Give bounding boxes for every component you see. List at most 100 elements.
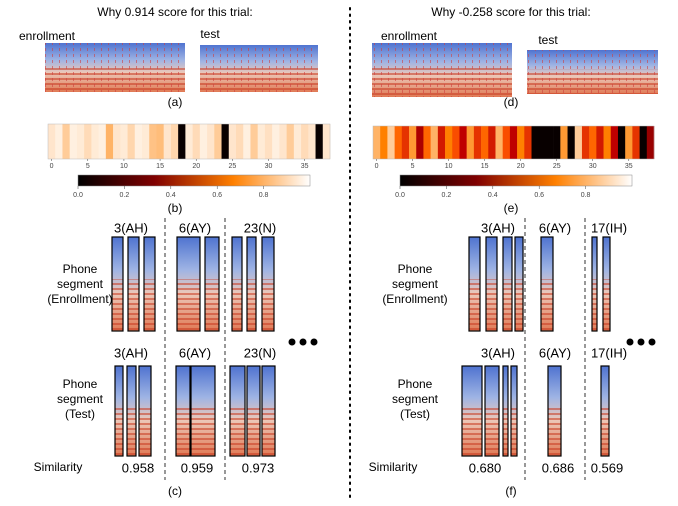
similarity-cell [62, 124, 70, 159]
similarity-value: 0.958 [122, 460, 155, 475]
similarity-cell [301, 124, 309, 159]
test-segment-harmonics [247, 406, 260, 456]
enrollment-segment-harmonics [486, 279, 497, 331]
similarity-cell [502, 126, 511, 159]
similarity-cell [214, 124, 222, 159]
test-segment-harmonics [548, 406, 561, 456]
caption: (c) [168, 484, 182, 498]
phone-label: 6(AY) [539, 345, 571, 360]
colorbar-tick-label: 0.0 [395, 192, 405, 199]
segment-frame [602, 236, 611, 332]
similarity-cell [286, 124, 295, 159]
tick-label: 0 [375, 163, 379, 170]
tick-label: 10 [120, 163, 128, 170]
segment-frame [246, 365, 261, 457]
segment-frame [126, 365, 137, 457]
similarity-cell [488, 126, 496, 159]
similarity-cell [76, 124, 85, 159]
segment-frame [231, 236, 243, 332]
enrollment-segment-harmonics [232, 279, 242, 331]
ellipsis-dot [288, 338, 296, 346]
similarity-value: 0.973 [242, 460, 275, 475]
caption: (d) [504, 95, 519, 109]
similarity-cell [207, 124, 215, 159]
tick-label: 5 [86, 163, 90, 170]
enrollment-segment-harmonics [177, 279, 200, 331]
phone-label: 23(N) [244, 220, 277, 235]
similarity-cell [610, 126, 619, 159]
phone-label: 3(AH) [114, 220, 148, 235]
row-label: Similarity [34, 460, 83, 474]
segment-frame [591, 236, 598, 332]
colorbar-tick-label: 0.8 [259, 192, 269, 199]
similarity-value: 0.959 [181, 460, 214, 475]
similarity-cell [625, 126, 633, 159]
test-segment-harmonics [176, 406, 190, 456]
enrollment-segment-harmonics [247, 279, 256, 331]
similarity-cell [509, 126, 518, 159]
similarity-cell [574, 126, 583, 159]
enrollment-segment-harmonics [603, 279, 610, 331]
similarity-cell [243, 124, 251, 159]
phone-label: 6(AY) [179, 345, 211, 360]
test-segment-harmonics [511, 406, 517, 456]
caption: (e) [504, 201, 519, 215]
similarity-cell [55, 124, 63, 159]
enrollment-segment-harmonics [205, 279, 219, 331]
phone-label: 17(IH) [591, 220, 627, 235]
segment-frame [261, 236, 275, 332]
similarity-cell [156, 124, 164, 159]
test-segment-harmonics [485, 406, 499, 456]
similarity-cell [639, 126, 648, 159]
enrollment-label: enrollment [19, 29, 76, 43]
segment-frame [175, 365, 191, 457]
strip-frame [372, 125, 655, 160]
segment-frame [176, 236, 201, 332]
tick-label: 15 [481, 163, 489, 170]
segment-frame [485, 236, 498, 332]
similarity-cell [437, 126, 446, 159]
tick-label: 0 [50, 163, 54, 170]
similarity-cell [134, 124, 143, 159]
ellipsis-dot [626, 338, 634, 346]
segment-frame [484, 365, 500, 457]
enrollment-label: enrollment [381, 29, 438, 43]
phone-label: 6(AY) [179, 220, 211, 235]
colorbar-tick-label: 0.0 [73, 192, 83, 199]
colorbar [399, 174, 633, 187]
enrollment-segment-harmonics [128, 279, 139, 331]
segment-frame [510, 365, 518, 457]
similarity-value: 0.569 [591, 460, 624, 475]
similarity-cell [105, 124, 114, 159]
panel-title: Why -0.258 score for this trial: [431, 5, 590, 19]
tick-label: 30 [265, 163, 273, 170]
tick-label: 20 [192, 163, 200, 170]
segment-frame [547, 365, 562, 457]
enrollment-segment-harmonics [503, 279, 512, 331]
similarity-cell [293, 124, 302, 159]
test-segment-harmonics [115, 406, 123, 456]
similarity-cell [113, 124, 121, 159]
similarity-cell [199, 124, 208, 159]
similarity-cell [495, 126, 503, 159]
row-label: Phone [398, 262, 433, 276]
similarity-cell [257, 124, 266, 159]
segment-frame [261, 365, 276, 457]
similarity-cell [466, 126, 475, 159]
similarity-cell [264, 124, 273, 159]
segment-frame [204, 236, 220, 332]
test-segment-harmonics [127, 406, 136, 456]
colorbar-tick-label: 0.4 [488, 192, 498, 199]
similarity-cell [279, 124, 287, 159]
segment-frame [229, 365, 246, 457]
row-label: (Test) [65, 407, 95, 421]
tick-label: 25 [228, 163, 236, 170]
segment-frame [114, 365, 124, 457]
similarity-cell [553, 126, 561, 159]
test-label: test [538, 33, 558, 47]
segment-frame [514, 236, 524, 332]
similarity-cell [409, 126, 417, 159]
